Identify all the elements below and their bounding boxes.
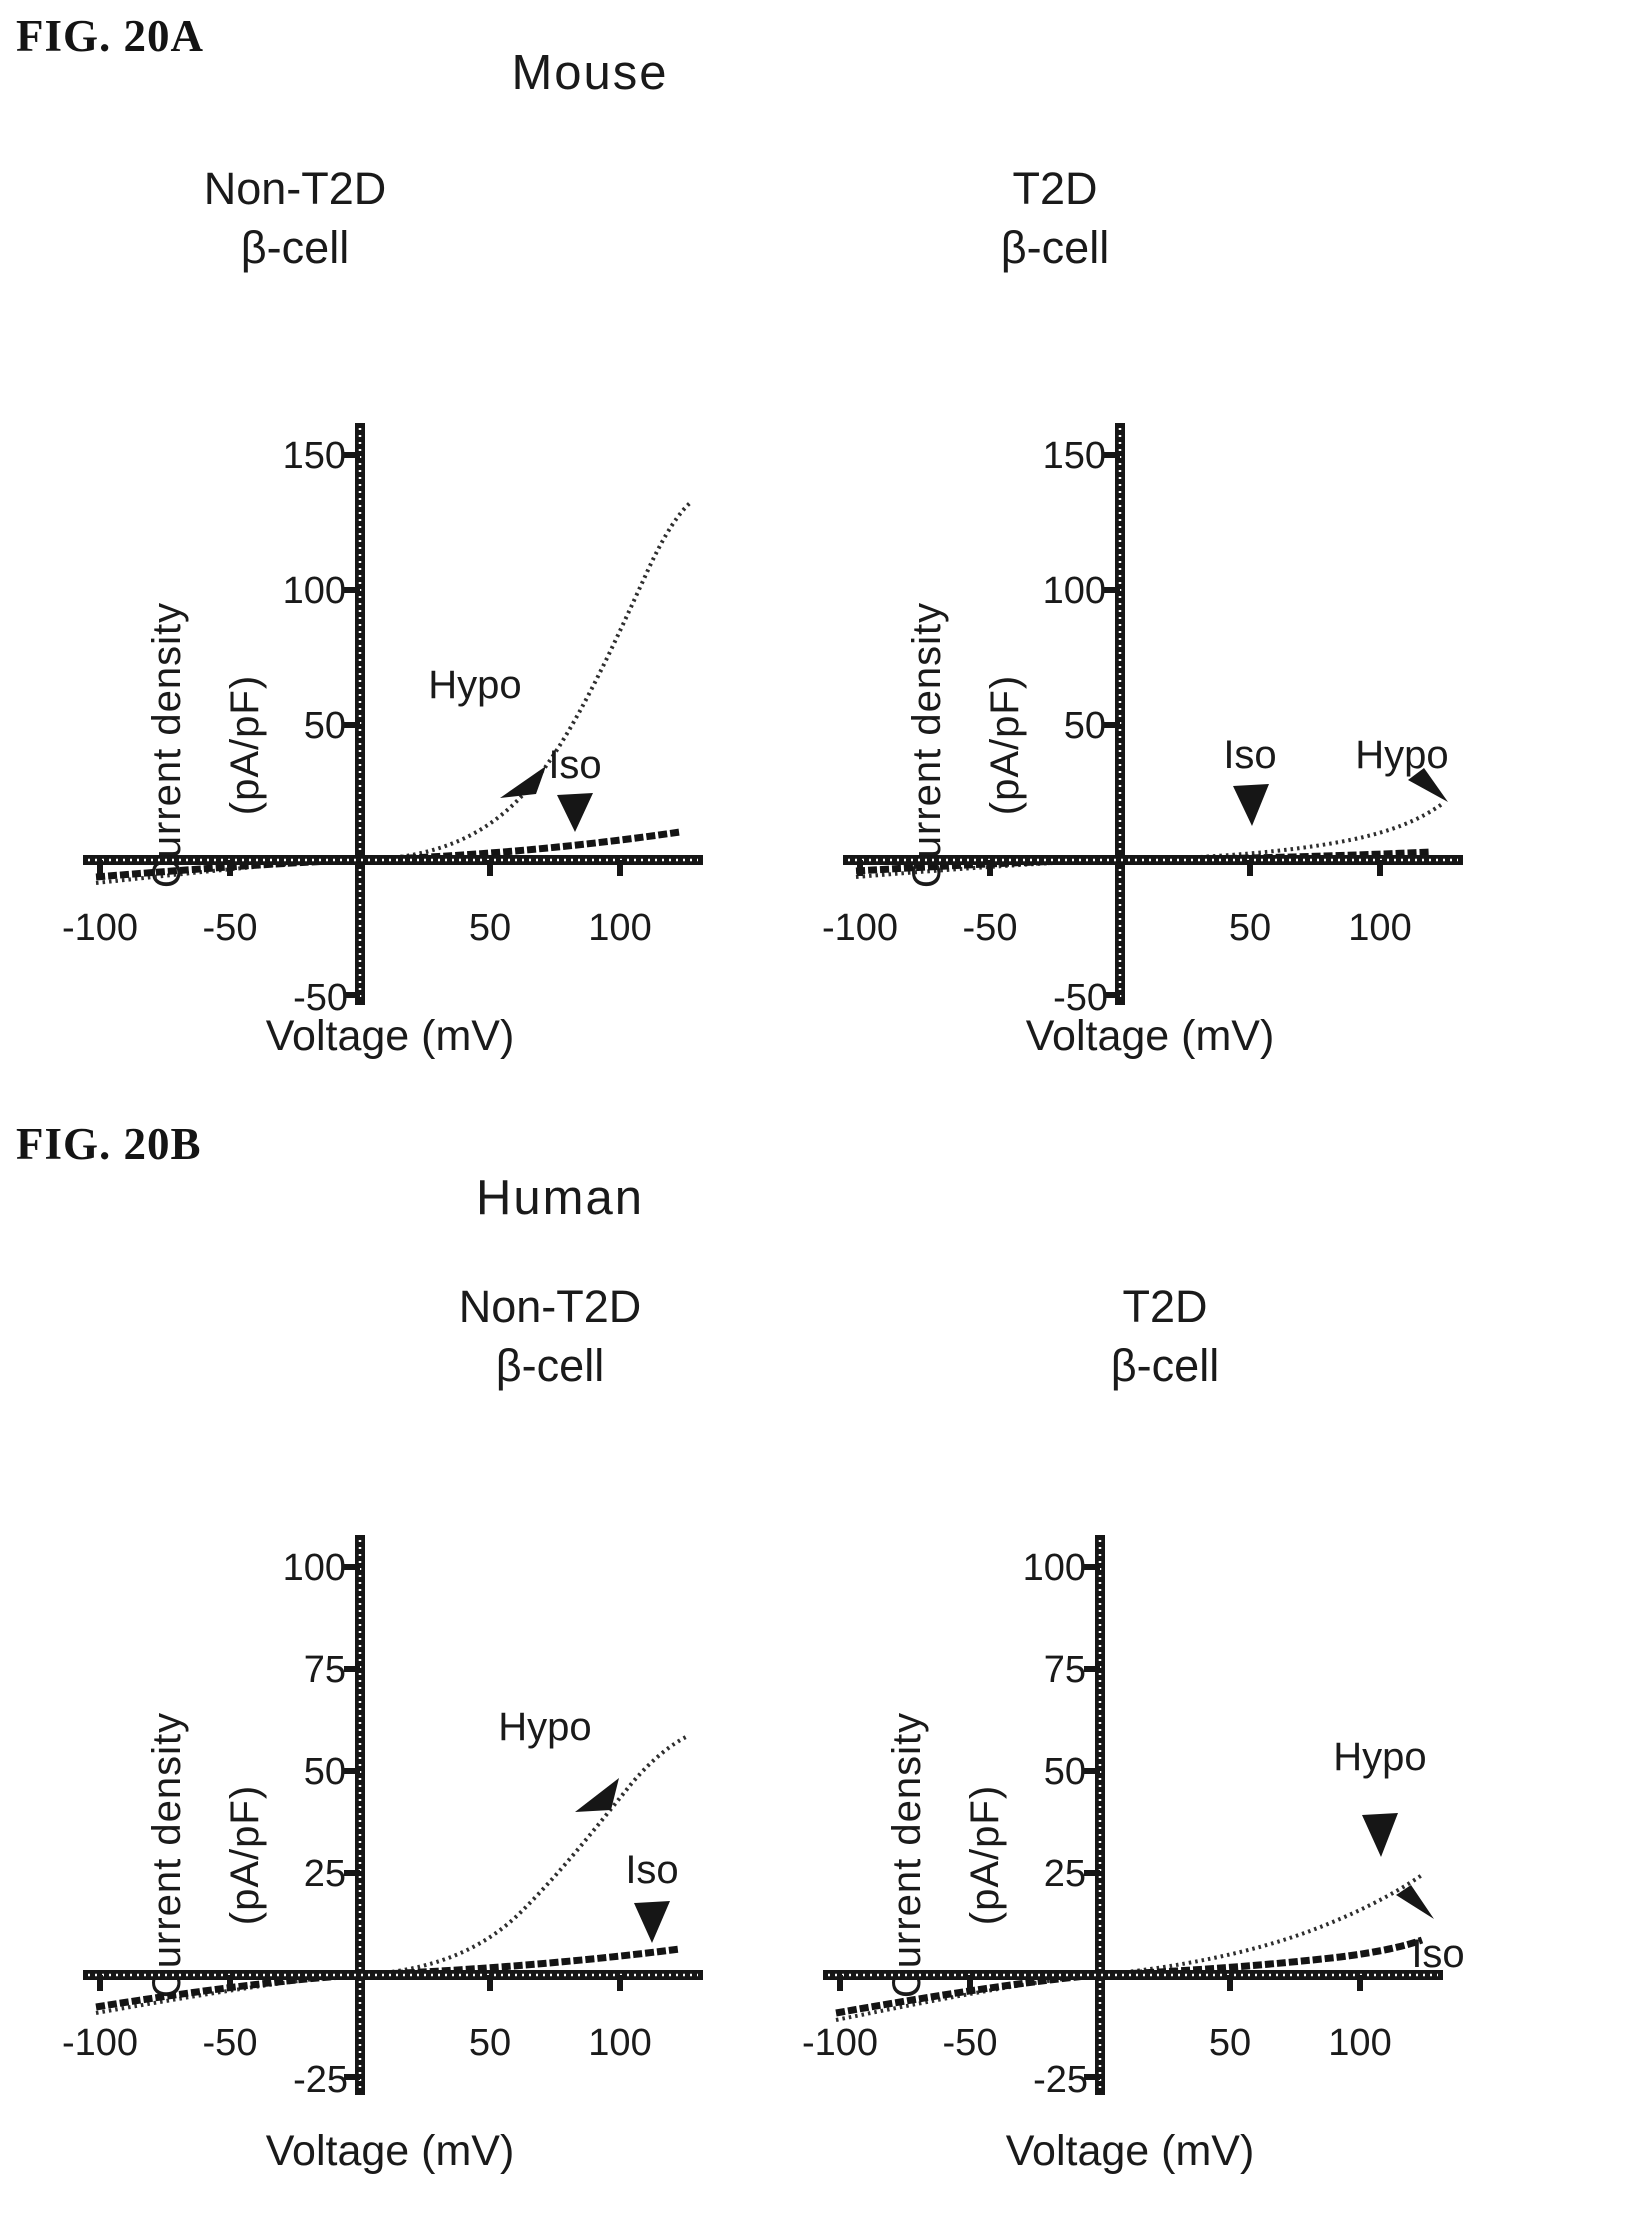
x-tick-label-neg100: -100 [62,2022,138,2064]
fig-20a-title-mouse: Mouse [511,46,669,100]
y-axis-units-label: (pA/pF) [223,675,267,815]
hypo-curve-label: Hypo [428,663,521,707]
iso-curve-label: Iso [1223,733,1276,777]
y-tick-label-neg25: -25 [293,2059,348,2101]
x-tick-label-100: 100 [588,2022,651,2064]
y-tick-label-75: 75 [1044,1649,1086,1691]
hypo-curve-label: Hypo [498,1705,591,1749]
x-axis-label: Voltage (mV) [1026,1012,1275,1060]
iso-arrowhead-icon [557,793,593,832]
hypo-arrowhead-icon [575,1778,619,1812]
hypo-arrowhead-icon [500,766,546,798]
panel-a1-title-line2: β-cell [240,221,350,273]
hypo-arrowhead-icon [1408,768,1448,802]
panel-a1-title: Non-T2D β-cell [75,160,515,277]
y-tick-label-neg25: -25 [1033,2059,1088,2101]
x-tick-label-50: 50 [1209,2022,1251,2064]
y-axis-label: Current density [905,602,949,888]
hypo-arrowhead-icon [1362,1813,1398,1857]
x-tick-label-neg50: -50 [203,2022,258,2064]
x-tick-label-neg50: -50 [943,2022,998,2064]
panel-b1-title: Non-T2D β-cell [330,1278,770,1395]
y-axis-label: Current density [145,1712,189,1998]
x-axis-label: Voltage (mV) [266,2127,515,2175]
y-tick-label-50: 50 [1044,1751,1086,1793]
fig-20b-label: FIG. 20B [16,1119,202,1169]
plot-human-t2d: Current density (pA/pF) 100 75 50 25 -25… [802,1535,1465,2175]
y-tick-label-25: 25 [304,1853,346,1895]
x-tick-label-neg100: -100 [62,907,138,949]
iso-arrowhead-icon [1233,784,1269,826]
y-axis-units-label: (pA/pF) [223,1785,267,1925]
hypo-curve [95,501,692,885]
iso-curve-label: Iso [625,1848,678,1892]
y-tick-label-150: 150 [283,435,346,477]
panel-a2-title-line1: T2D [1012,163,1098,214]
panel-a1-title-line1: Non-T2D [203,163,387,214]
panel-b2-title-line2: β-cell [1110,1339,1220,1391]
panel-b1-title-line2: β-cell [495,1339,605,1391]
x-tick-label-50: 50 [469,907,511,949]
x-axis-label: Voltage (mV) [266,1012,515,1060]
y-axis-label: Current density [885,1712,929,1998]
panel-b2-title-line1: T2D [1122,1281,1208,1332]
x-tick-label-neg50: -50 [203,907,258,949]
plot-mouse-t2d: Current density (pA/pF) 150 100 50 -50 -… [822,423,1463,1060]
panel-a2-title: T2D β-cell [835,160,1275,277]
panel-b2-title: T2D β-cell [945,1278,1385,1395]
y-tick-label-100: 100 [1043,570,1106,612]
y-tick-label-100: 100 [283,570,346,612]
x-tick-label-100: 100 [1348,907,1411,949]
y-tick-label-50: 50 [304,705,346,747]
iso-curve-label: Iso [548,743,601,787]
x-tick-label-100: 100 [1328,2022,1391,2064]
fig-20b-title-human: Human [476,1171,644,1225]
y-tick-label-150: 150 [1043,435,1106,477]
y-tick-label-50: 50 [304,1751,346,1793]
y-tick-label-50: 50 [1064,705,1106,747]
panel-a2-title-line2: β-cell [1000,221,1110,273]
y-tick-label-25: 25 [1044,1853,1086,1895]
y-tick-label-100: 100 [1023,1547,1086,1589]
x-tick-label-50: 50 [469,2022,511,2064]
x-tick-label-neg50: -50 [963,907,1018,949]
x-tick-label-neg100: -100 [822,907,898,949]
iso-arrowhead-icon [634,1901,670,1943]
plot-human-non-t2d: Current density (pA/pF) 100 75 50 25 -25… [62,1535,703,2175]
y-tick-label-neg50: -50 [1053,977,1108,1019]
y-axis-units-label: (pA/pF) [983,675,1027,815]
y-tick-label-75: 75 [304,1649,346,1691]
panel-b1-title-line1: Non-T2D [458,1281,642,1332]
iso-arrowhead-icon [1396,1885,1434,1919]
y-tick-label-neg50: -50 [293,977,348,1019]
x-tick-label-100: 100 [588,907,651,949]
x-tick-label-neg100: -100 [802,2022,878,2064]
iso-curve-label: Iso [1411,1932,1464,1976]
hypo-curve-label: Hypo [1333,1735,1426,1779]
fig-20a-label: FIG. 20A [16,11,204,61]
y-axis-units-label: (pA/pF) [963,1785,1007,1925]
x-tick-label-50: 50 [1229,907,1271,949]
y-axis-label: Current density [145,602,189,888]
y-tick-label-100: 100 [283,1547,346,1589]
hypo-curve-label: Hypo [1355,733,1448,777]
plot-mouse-non-t2d: Current density (pA/pF) 150 100 50 -50 -… [62,423,703,1060]
x-axis-label: Voltage (mV) [1006,2127,1255,2175]
